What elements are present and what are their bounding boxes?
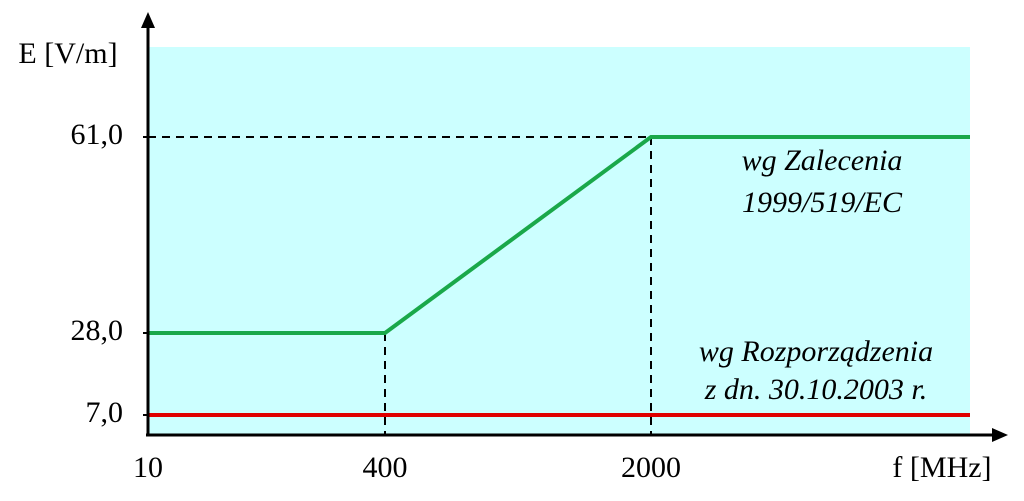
annotation: z dn. 30.10.2003 r. (704, 373, 928, 406)
x-axis-arrow (992, 428, 1008, 442)
series-line (148, 135, 970, 335)
y-tick-label: 7,0 (86, 396, 124, 429)
x-tick-label: 10 (133, 451, 163, 484)
annotation: wg Zalecenia (742, 144, 903, 177)
y-tick-label: 28,0 (71, 314, 124, 347)
annotation: wg Rozporządzenia (699, 335, 933, 368)
y-axis-arrow (141, 12, 155, 28)
y-tick-label: 61,0 (71, 118, 124, 151)
annotation: 1999/519/EC (742, 186, 903, 219)
y-axis-label: E [V/m] (18, 37, 117, 70)
marks (143, 135, 970, 435)
x-tick-label: 2000 (621, 451, 681, 484)
x-tick-label: 400 (363, 451, 408, 484)
x-axis-label: f [MHz] (892, 451, 991, 484)
plot-area (148, 47, 970, 435)
